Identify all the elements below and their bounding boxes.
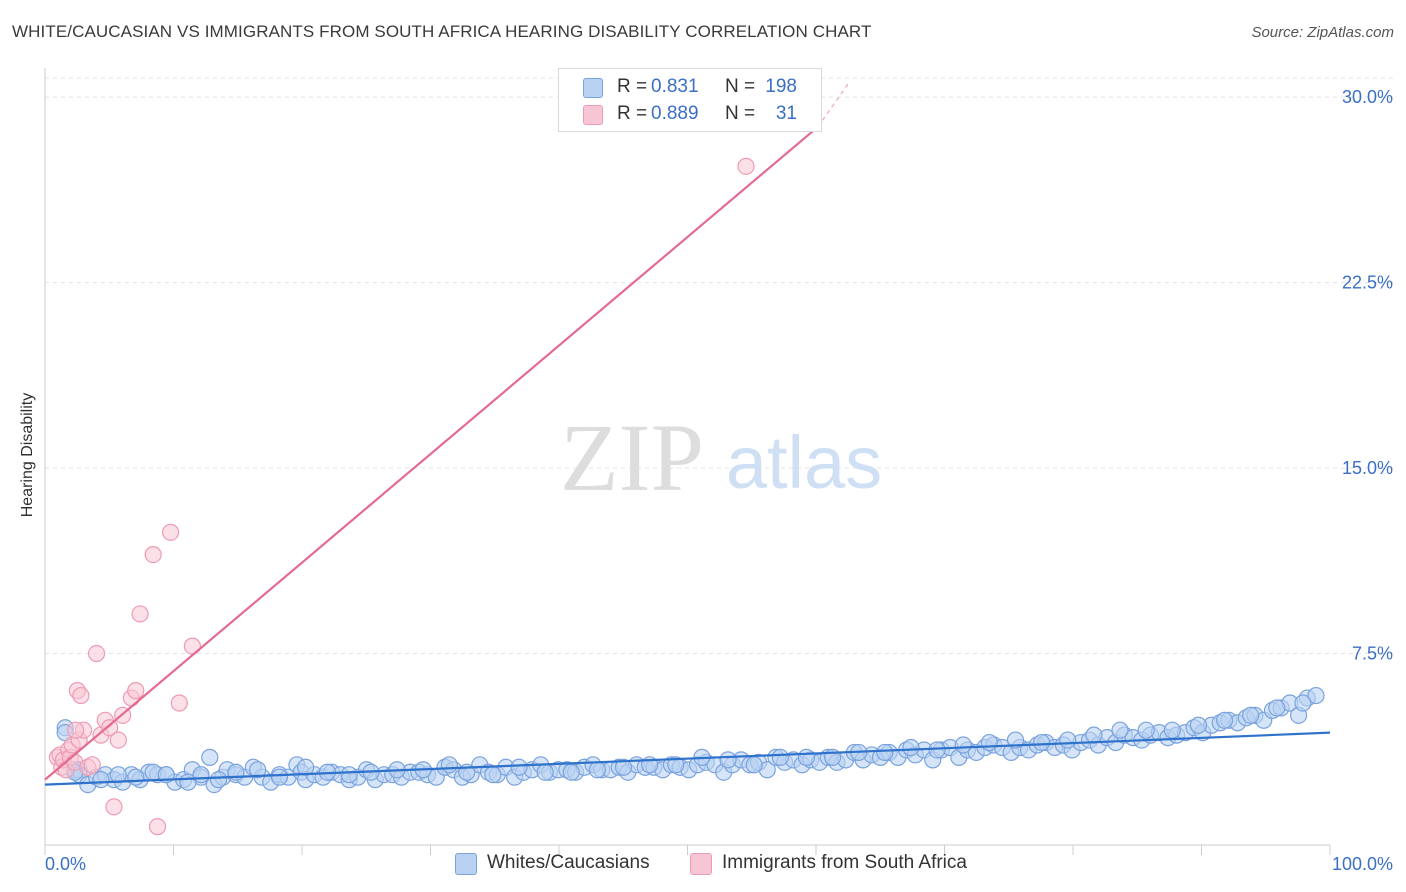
data-point-whites [588, 761, 606, 779]
tick-layer: 7.5% 15.0% 22.5% 30.0% 0.0% 100.0% [45, 87, 1393, 874]
n-value: 31 [775, 103, 797, 124]
r-value: 0.889 [651, 103, 699, 124]
data-point-whites [270, 768, 289, 786]
points-layer [48, 157, 1325, 836]
data-point-immigrants [148, 818, 167, 836]
data-point-whites [249, 761, 267, 779]
r-label: R = [617, 76, 648, 97]
data-point-whites [1137, 721, 1155, 739]
data-point-whites [980, 733, 998, 752]
legend-label: Immigrants from South Africa [722, 852, 967, 873]
watermark: ZIP atlas [560, 404, 882, 511]
data-point-whites [797, 748, 816, 766]
pink-swatch [690, 853, 712, 875]
y-tick-label: 22.5% [1342, 273, 1393, 293]
x-tick-label: 100.0% [1332, 854, 1393, 874]
y-tick-label: 15.0% [1342, 458, 1393, 478]
data-point-immigrants [72, 686, 90, 705]
data-point-immigrants [101, 719, 119, 737]
legend-label: Whites/Caucasians [487, 852, 650, 873]
data-point-whites [1307, 686, 1325, 705]
r-label: R = [617, 103, 648, 124]
data-point-immigrants [170, 694, 188, 712]
n-label: N = [725, 103, 756, 124]
y-tick-label: 7.5% [1352, 644, 1393, 664]
data-point-immigrants [131, 605, 149, 623]
data-point-whites [1085, 726, 1103, 744]
data-point-whites [536, 763, 554, 781]
data-point-whites [745, 756, 763, 774]
data-point-whites [1294, 694, 1312, 712]
axis-layer [44, 68, 1331, 855]
data-point-immigrants [105, 798, 123, 816]
source-label: Source: ZipAtlas.com [1251, 24, 1394, 41]
grid-layer [45, 77, 1395, 655]
data-point-whites [1059, 731, 1077, 749]
data-point-whites [109, 766, 127, 784]
data-point-whites [484, 766, 502, 784]
data-point-whites [1268, 699, 1286, 717]
n-value: 198 [765, 76, 797, 97]
data-point-whites [92, 771, 110, 789]
data-point-whites [719, 751, 737, 769]
data-point-immigrants [87, 644, 106, 663]
data-point-whites [297, 758, 315, 776]
data-point-whites [1006, 731, 1025, 749]
data-point-immigrants [83, 756, 101, 774]
data-point-whites [1189, 716, 1208, 734]
watermark-atlas: atlas [726, 421, 882, 504]
data-point-whites [127, 768, 145, 786]
data-point-whites [209, 771, 228, 789]
data-point-immigrants [144, 546, 162, 564]
data-point-whites [1033, 733, 1051, 752]
trend-line-immigrants-extension [817, 83, 849, 128]
trend-layer [44, 83, 1331, 786]
n-label: N = [725, 76, 756, 97]
r-value: 0.831 [651, 76, 699, 97]
data-point-whites [1111, 721, 1129, 739]
data-point-whites [201, 748, 219, 766]
chart-title: WHITE/CAUCASIAN VS IMMIGRANTS FROM SOUTH… [12, 22, 872, 41]
data-point-whites [340, 766, 358, 784]
watermark-zip: ZIP [560, 404, 704, 511]
pink-swatch [583, 105, 603, 125]
y-tick-label: 30.0% [1342, 87, 1393, 107]
data-point-immigrants [127, 682, 145, 700]
data-point-whites [1215, 711, 1234, 729]
data-point-immigrants [161, 523, 180, 541]
data-point-immigrants [67, 721, 85, 739]
data-point-whites [928, 741, 946, 759]
data-point-whites [440, 756, 458, 774]
data-point-immigrants [109, 731, 127, 749]
trend-line-immigrants [44, 125, 819, 781]
x-tick-label: 0.0% [45, 854, 86, 874]
data-point-whites [1163, 721, 1181, 739]
blue-swatch [455, 853, 477, 875]
data-point-whites [1242, 706, 1260, 724]
stats-legend: R = 0.831 N = 198 R = 0.889 N = 31 [558, 68, 822, 132]
data-point-whites [876, 743, 894, 762]
stats-legend-row-pink: R = 0.889 N = 31 [559, 102, 821, 128]
blue-swatch [583, 78, 603, 98]
data-point-whites [614, 758, 633, 776]
data-point-whites [667, 756, 685, 774]
data-point-whites [510, 758, 528, 776]
data-point-whites [562, 763, 580, 781]
data-point-whites [954, 736, 972, 754]
stats-legend-row-blue: R = 0.831 N = 198 [559, 75, 821, 101]
data-point-immigrants [737, 157, 755, 175]
data-point-whites [192, 766, 210, 784]
trend-line-whites [44, 731, 1331, 786]
data-point-whites [771, 748, 789, 766]
data-point-whites [902, 738, 920, 757]
